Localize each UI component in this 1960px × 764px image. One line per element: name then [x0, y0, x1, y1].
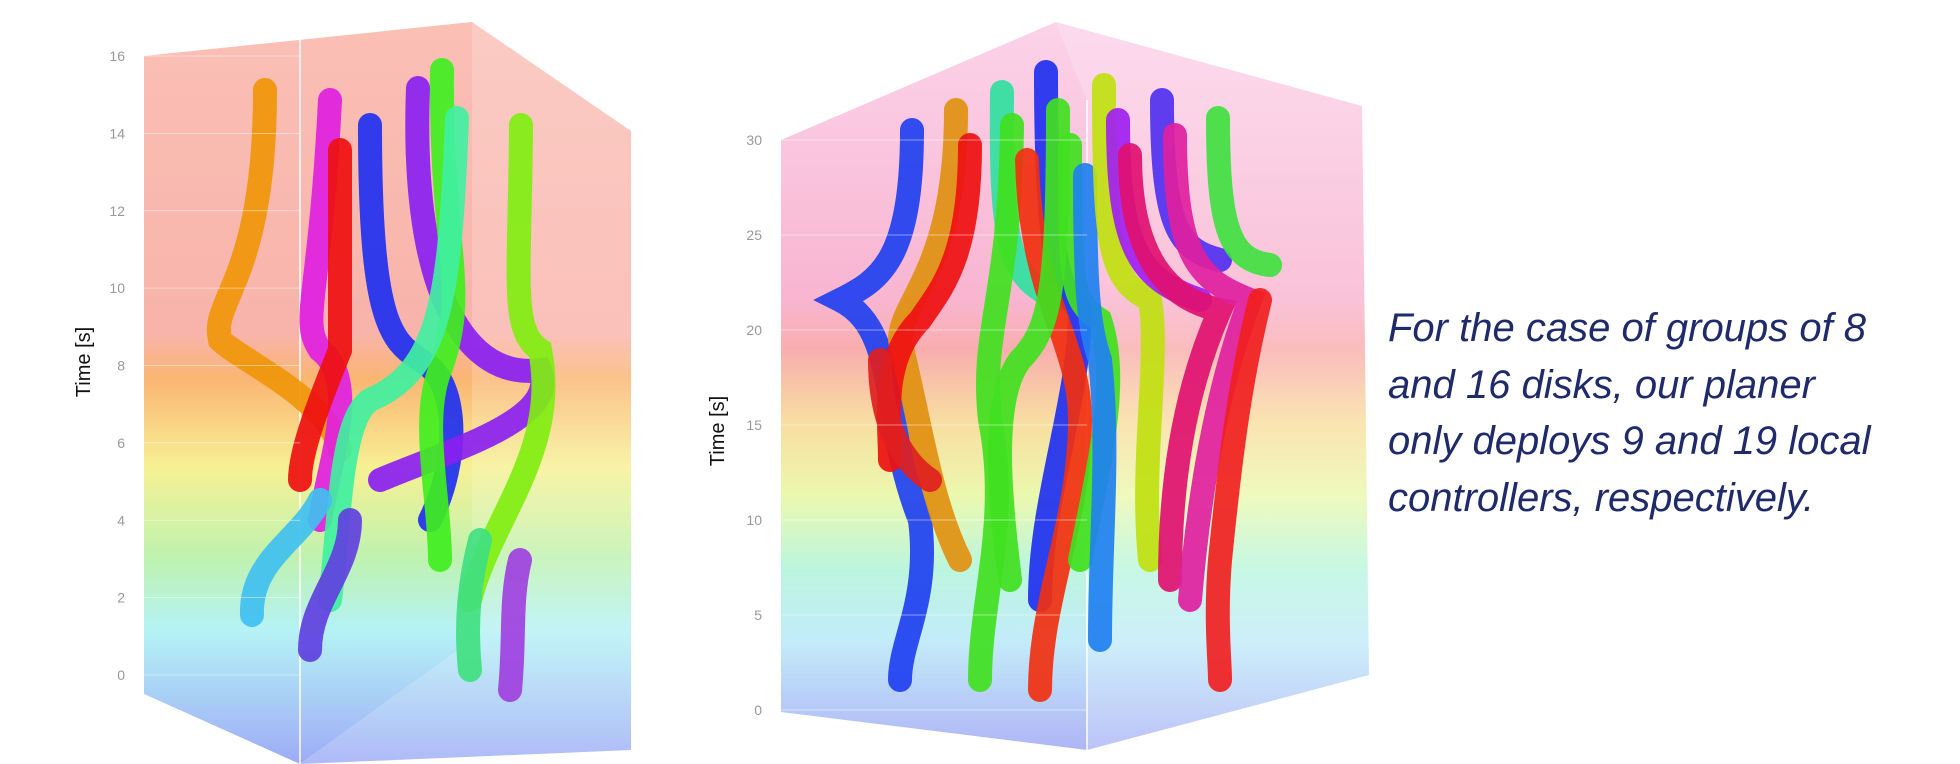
y-tick-label: 4: [117, 512, 125, 528]
tube: [510, 560, 520, 690]
caption-line: only deploys 9 and 19 local: [1388, 413, 1871, 470]
y-tick-label: 10: [746, 512, 762, 528]
plot-right: Time [s]: [707, 22, 1369, 750]
slide: Time [s] Time [s] 0 2 4 6 8 10 12 14 16 0 5 10 15 20 2…: [0, 0, 1960, 764]
y-tick-label: 15: [746, 417, 762, 433]
tube: [468, 540, 480, 670]
axis-label: Time [s]: [73, 327, 95, 397]
y-tick-label: 0: [754, 702, 762, 718]
y-tick-label: 30: [746, 132, 762, 148]
caption: For the case of groups of 8 and 16 disks…: [1388, 300, 1871, 526]
y-tick-label: 16: [109, 48, 125, 64]
caption-line: For the case of groups of 8: [1388, 300, 1871, 357]
y-tick-label: 5: [754, 607, 762, 623]
axis-label: Time [s]: [707, 396, 729, 466]
y-tick-label: 14: [109, 125, 125, 141]
caption-line: and 16 disks, our planer: [1388, 357, 1871, 414]
y-tick-label: 8: [117, 358, 125, 374]
y-tick-label: 25: [746, 227, 762, 243]
y-tick-label: 12: [109, 203, 125, 219]
y-tick-label: 10: [109, 280, 125, 296]
y-tick-label: 0: [117, 667, 125, 683]
y-tick-label: 6: [117, 435, 125, 451]
caption-line: controllers, respectively.: [1388, 470, 1871, 527]
y-tick-label: 20: [746, 322, 762, 338]
y-tick-label: 2: [117, 590, 125, 606]
